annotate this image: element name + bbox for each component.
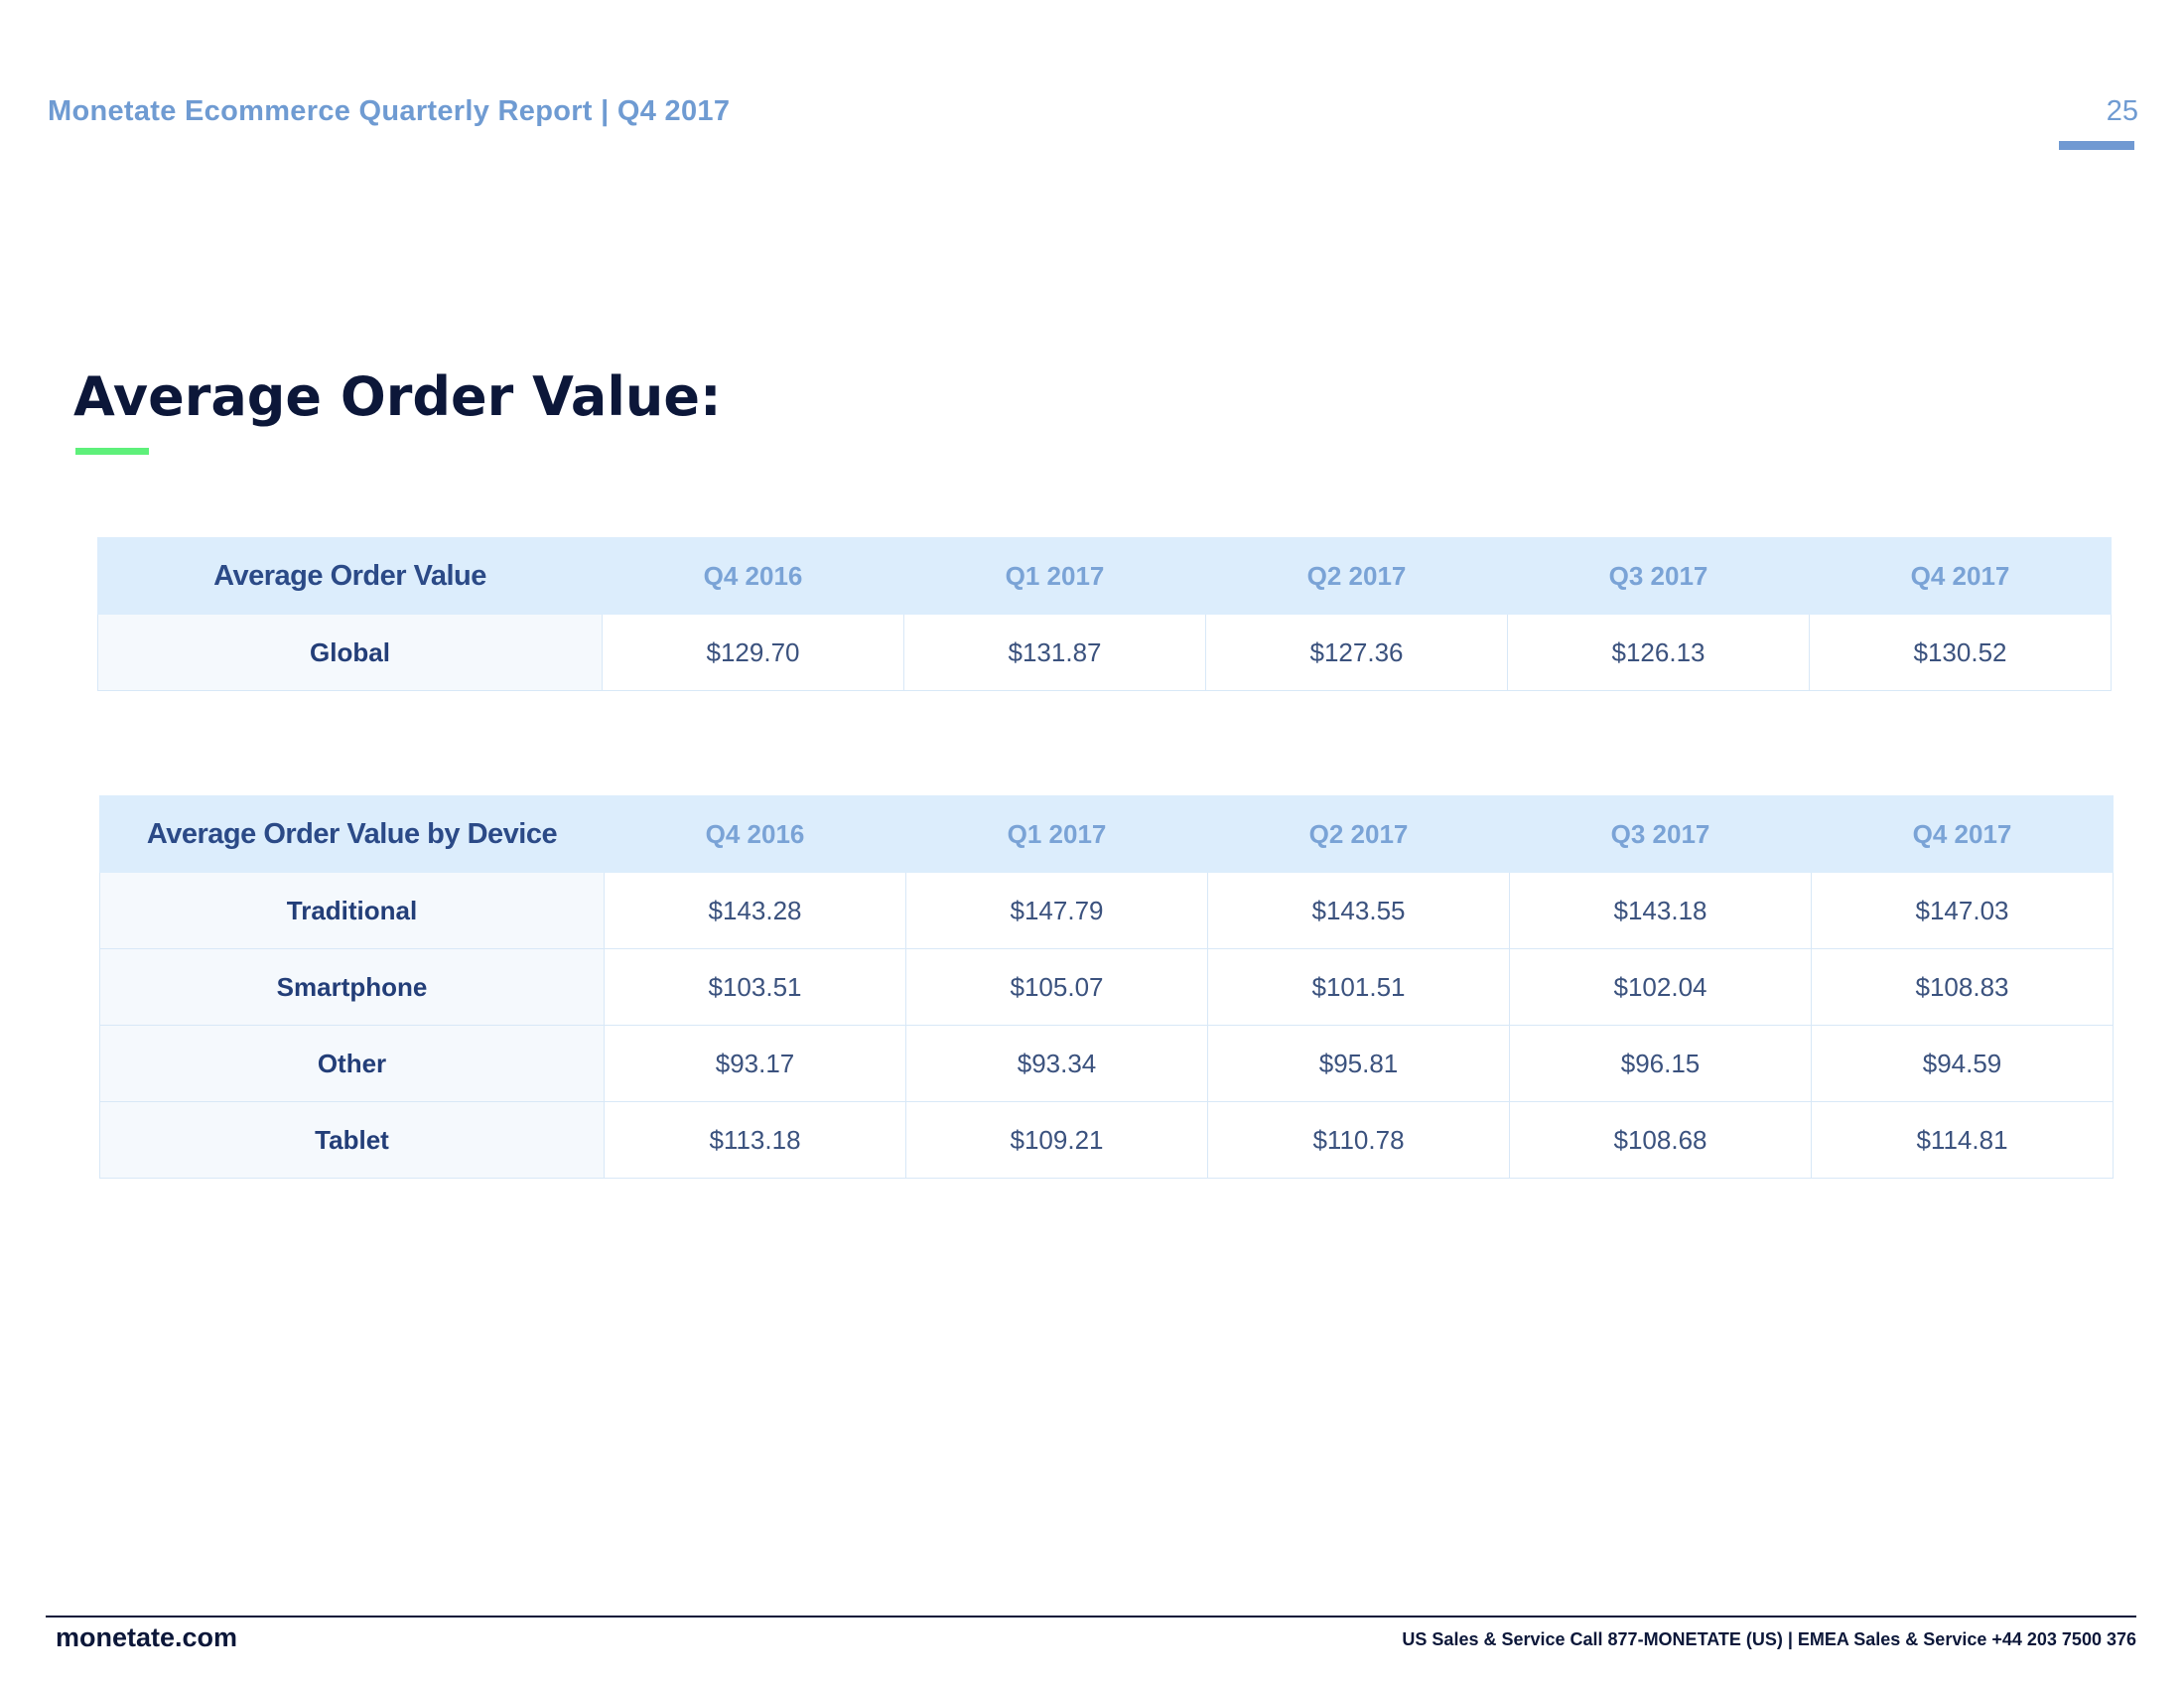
value-cell: $110.78 (1207, 1101, 1510, 1179)
column-header: Q1 2017 (905, 795, 1208, 873)
value-cell: $96.15 (1509, 1025, 1812, 1102)
value-cell: $114.81 (1811, 1101, 2114, 1179)
table-header-row: Average Order Value Q4 2016 Q1 2017 Q2 2… (97, 537, 2112, 615)
table-row: Global $129.70 $131.87 $127.36 $126.13 $… (97, 614, 2112, 691)
average-order-value-by-device-table: Average Order Value by Device Q4 2016 Q1… (99, 795, 2114, 1179)
value-cell: $143.28 (604, 872, 906, 949)
value-cell: $147.03 (1811, 872, 2114, 949)
value-cell: $127.36 (1205, 614, 1508, 691)
report-title: Monetate Ecommerce Quarterly Report | Q4… (48, 95, 731, 127)
table-row: Other $93.17 $93.34 $95.81 $96.15 $94.59 (99, 1025, 2114, 1102)
table-title-cell: Average Order Value (97, 537, 603, 615)
value-cell: $126.13 (1507, 614, 1810, 691)
value-cell: $129.70 (602, 614, 904, 691)
column-header: Q2 2017 (1205, 537, 1508, 615)
value-cell: $130.52 (1809, 614, 2112, 691)
value-cell: $108.68 (1509, 1101, 1812, 1179)
value-cell: $93.34 (905, 1025, 1208, 1102)
value-cell: $93.17 (604, 1025, 906, 1102)
section-title: Average Order Value: (73, 365, 722, 428)
value-cell: $143.18 (1509, 872, 1812, 949)
column-header: Q4 2016 (604, 795, 906, 873)
title-accent-bar (75, 448, 149, 455)
value-cell: $101.51 (1207, 948, 1510, 1026)
value-cell: $143.55 (1207, 872, 1510, 949)
value-cell: $113.18 (604, 1101, 906, 1179)
value-cell: $105.07 (905, 948, 1208, 1026)
table-title-cell: Average Order Value by Device (99, 795, 605, 873)
value-cell: $109.21 (905, 1101, 1208, 1179)
column-header: Q4 2017 (1811, 795, 2114, 873)
table-row: Smartphone $103.51 $105.07 $101.51 $102.… (99, 948, 2114, 1026)
page-number: 25 (2106, 95, 2138, 127)
row-label: Tablet (99, 1101, 605, 1179)
footer-divider (46, 1616, 2136, 1618)
column-header: Q4 2016 (602, 537, 904, 615)
value-cell: $94.59 (1811, 1025, 2114, 1102)
footer-site-link[interactable]: monetate.com (56, 1622, 238, 1652)
row-label: Other (99, 1025, 605, 1102)
column-header: Q3 2017 (1509, 795, 1812, 873)
column-header: Q1 2017 (903, 537, 1206, 615)
table-row: Traditional $143.28 $147.79 $143.55 $143… (99, 872, 2114, 949)
table-row: Tablet $113.18 $109.21 $110.78 $108.68 $… (99, 1101, 2114, 1179)
value-cell: $108.83 (1811, 948, 2114, 1026)
table-header-row: Average Order Value by Device Q4 2016 Q1… (99, 795, 2114, 873)
column-header: Q4 2017 (1809, 537, 2112, 615)
value-cell: $102.04 (1509, 948, 1812, 1026)
page-number-underline (2059, 141, 2134, 150)
row-label: Smartphone (99, 948, 605, 1026)
row-label: Traditional (99, 872, 605, 949)
footer-contact-info: US Sales & Service Call 877-MONETATE (US… (1402, 1629, 2136, 1649)
value-cell: $103.51 (604, 948, 906, 1026)
value-cell: $95.81 (1207, 1025, 1510, 1102)
row-label: Global (97, 614, 603, 691)
value-cell: $131.87 (903, 614, 1206, 691)
column-header: Q3 2017 (1507, 537, 1810, 615)
column-header: Q2 2017 (1207, 795, 1510, 873)
average-order-value-table: Average Order Value Q4 2016 Q1 2017 Q2 2… (97, 537, 2112, 691)
value-cell: $147.79 (905, 872, 1208, 949)
